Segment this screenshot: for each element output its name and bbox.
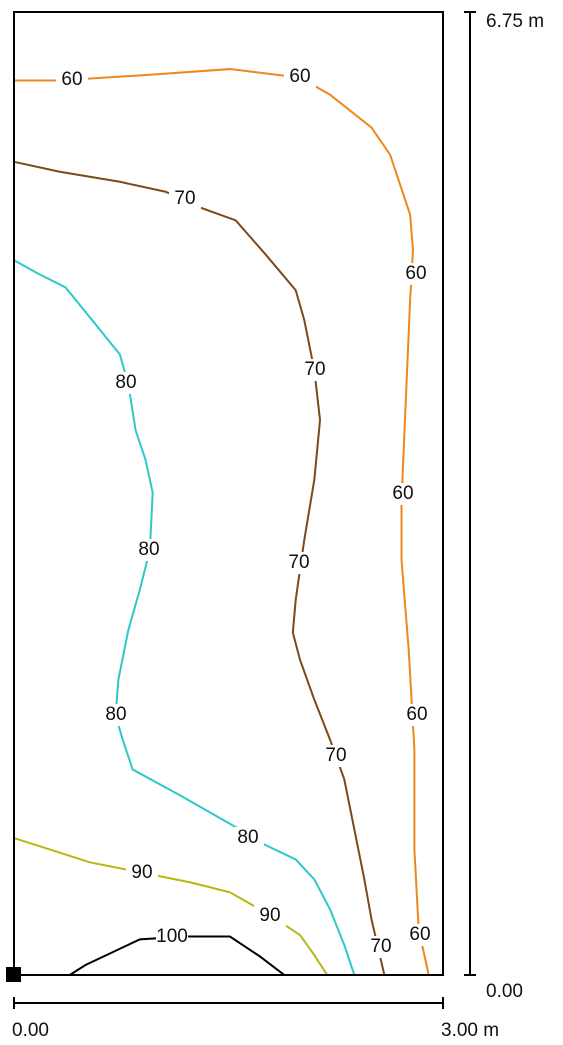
contour-label: 60 <box>392 483 413 504</box>
contour-label: 70 <box>325 745 346 766</box>
contour-label: 80 <box>105 704 126 725</box>
contour-label: 70 <box>288 552 309 573</box>
contour-label-bg <box>404 924 436 946</box>
contour-label: 80 <box>237 827 258 848</box>
contour-label: 60 <box>406 704 427 725</box>
contour-label-bg <box>365 936 397 958</box>
contour-label: 60 <box>289 66 310 87</box>
contour-label-bg <box>320 745 352 767</box>
contour-label-bg <box>169 188 201 210</box>
contour-label: 90 <box>259 905 280 926</box>
contour-label-bg <box>156 926 188 948</box>
contour-label-bg <box>387 483 419 505</box>
contour-label-bg <box>401 704 433 726</box>
x-tick-label: 3.00 m <box>441 1020 499 1041</box>
contour-label-bg <box>254 905 286 927</box>
contour-label: 90 <box>131 862 152 883</box>
plot-frame <box>13 11 444 976</box>
contour-label-bg <box>299 359 331 381</box>
contour-label: 70 <box>174 188 195 209</box>
contour-label: 60 <box>405 263 426 284</box>
contour-label: 60 <box>409 924 430 945</box>
contour-label-bg <box>284 66 316 88</box>
contour-line <box>13 837 329 976</box>
contour-label: 70 <box>370 936 391 957</box>
contour-label-bg <box>110 372 142 394</box>
contour-label: 70 <box>304 359 325 380</box>
contour-label: 80 <box>138 539 159 560</box>
contour-line <box>14 68 430 976</box>
contour-label-bg <box>400 263 432 285</box>
contour-label-bg <box>56 69 88 91</box>
contour-line <box>13 160 386 976</box>
contour-label-bg <box>133 539 165 561</box>
contour-label: 100 <box>156 926 188 947</box>
contour-line <box>13 259 356 976</box>
contour-label: 60 <box>61 69 82 90</box>
contour-label-bg <box>126 862 158 884</box>
contour-label-bg <box>283 552 315 574</box>
y-tick-label: 6.75 m <box>486 11 544 32</box>
contour-label: 80 <box>115 372 136 393</box>
x-tick-label: 0.00 <box>12 1020 49 1041</box>
contour-label-bg <box>232 827 264 849</box>
y-tick-label: 0.00 <box>486 981 523 1002</box>
contour-label-bg <box>100 704 132 726</box>
